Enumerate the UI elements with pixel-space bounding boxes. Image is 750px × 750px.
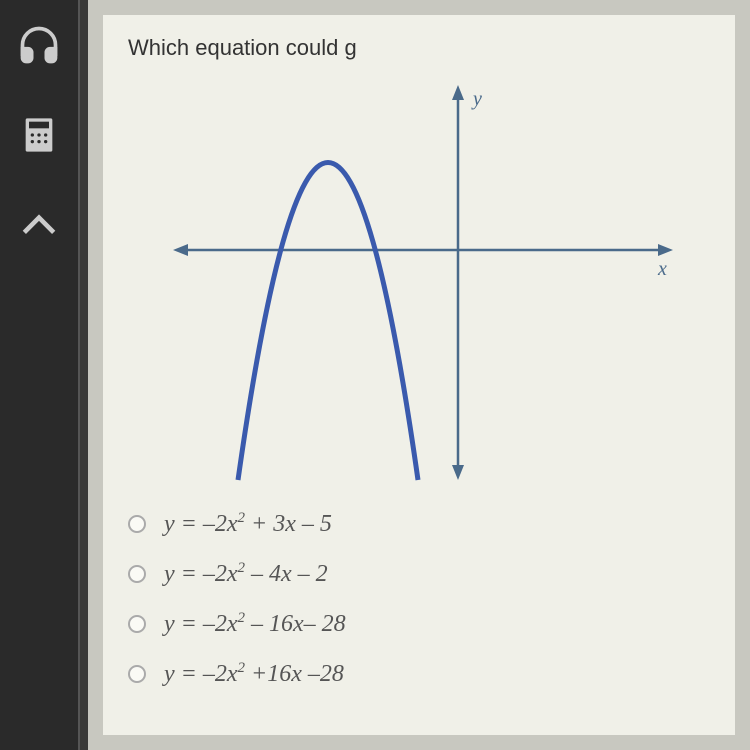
calculator-icon	[19, 115, 59, 155]
radio-icon	[128, 615, 146, 633]
var-x: x	[227, 661, 238, 687]
content-wrapper: Which equation could g y x y =	[88, 0, 750, 750]
sidebar-item-calculator[interactable]	[0, 90, 78, 180]
var-x: x	[291, 661, 302, 687]
option-c[interactable]: y = –2x2 – 16x– 28	[128, 610, 710, 638]
x-axis-label: x	[657, 258, 667, 280]
option-d[interactable]: y = –2x2 +16x –28	[128, 660, 710, 688]
headphones-icon	[17, 23, 61, 67]
up-arrow-icon	[17, 203, 61, 247]
tool-sidebar	[0, 0, 80, 750]
var-x: x	[227, 611, 238, 637]
var-x: x	[285, 511, 296, 537]
x-axis-arrow-right	[658, 244, 673, 256]
radio-icon	[128, 515, 146, 533]
question-text: Which equation could g	[128, 35, 710, 60]
x-axis-arrow-left	[173, 244, 188, 256]
var-y: y	[164, 511, 175, 537]
y-axis-arrow-down	[452, 465, 464, 480]
option-a[interactable]: y = –2x2 + 3x – 5	[128, 510, 710, 538]
question-panel: Which equation could g y x y =	[103, 15, 735, 735]
var-x: x	[227, 511, 238, 537]
var-y: y	[164, 661, 175, 687]
var-x: x	[227, 561, 238, 587]
parabola-graph: y x	[128, 70, 678, 490]
option-b[interactable]: y = –2x2 – 4x – 2	[128, 560, 710, 588]
answer-options: y = –2x2 + 3x – 5 y = –2x2 – 4x – 2 y = …	[128, 510, 710, 688]
separator	[80, 0, 88, 750]
var-y: y	[164, 611, 175, 637]
radio-icon	[128, 565, 146, 583]
var-x: x	[293, 611, 304, 637]
option-label: y = –2x2 – 16x– 28	[164, 610, 346, 638]
option-label: y = –2x2 +16x –28	[164, 660, 344, 688]
parabola-curve	[238, 163, 418, 481]
option-label: y = –2x2 + 3x – 5	[164, 510, 332, 538]
option-label: y = –2x2 – 4x – 2	[164, 560, 328, 588]
y-axis-label: y	[471, 88, 482, 110]
sidebar-item-audio[interactable]	[0, 0, 78, 90]
var-y: y	[164, 561, 175, 587]
var-x: x	[281, 561, 292, 587]
sidebar-item-collapse[interactable]	[0, 180, 78, 270]
radio-icon	[128, 665, 146, 683]
y-axis-arrow-up	[452, 85, 464, 100]
